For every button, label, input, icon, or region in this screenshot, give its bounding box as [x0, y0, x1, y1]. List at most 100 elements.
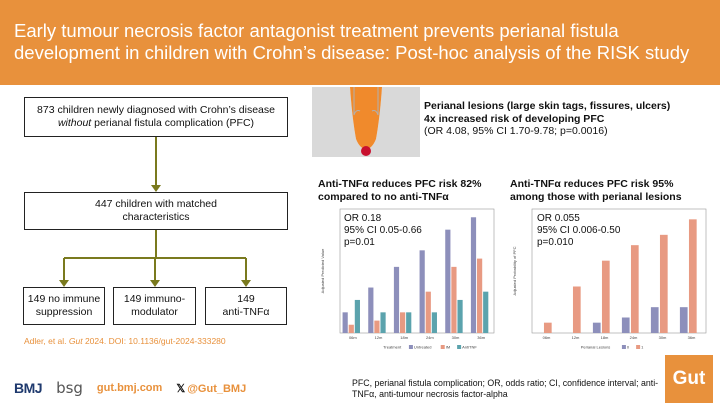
chart1-x-tick-label: 30m [452, 335, 460, 340]
without-emphasis: without [57, 117, 92, 129]
cohort-box-initial: 873 children newly diagnosed with Crohn’… [24, 97, 288, 137]
group-box-anti-tnf: 149 anti-TNFα [205, 287, 287, 325]
bmj-logo[interactable]: BMJ [14, 380, 43, 396]
arrowhead-middle [150, 280, 160, 287]
chart1-bar [374, 320, 380, 333]
chart1-bar [425, 291, 431, 333]
header-banner: Early tumour necrosis factor antagonist … [0, 0, 720, 85]
chart1-bar [406, 312, 412, 333]
chart2-bar [621, 317, 630, 333]
chart2-legend-label: 0 [627, 345, 630, 350]
page-title: Early tumour necrosis factor antagonist … [14, 20, 690, 63]
chart2-stats: OR 0.055 95% CI 0.006-0.50 p=0.010 [535, 212, 623, 250]
x-handle-text: @Gut_BMJ [187, 382, 247, 395]
chart1-bar [457, 299, 463, 333]
perianal-lesion-text: Perianal lesions (large skin tags, fissu… [424, 100, 714, 138]
chart1-title: Anti-TNFα reduces PFC risk 82% compared … [318, 178, 498, 204]
chart1-bar [368, 287, 374, 333]
lesion-text-line3: (OR 4.08, 95% CI 1.70-9.78; p=0.0016) [424, 125, 608, 137]
chart2-legend-swatch [636, 345, 641, 349]
chart1-bar [354, 299, 360, 333]
group-box-immunomodulator-line2: modulator [131, 306, 178, 318]
chart2-bar [543, 322, 552, 333]
cohort-box-initial-line2: without perianal fistula complication (P… [58, 117, 254, 130]
group-box-no-immune-line2: suppression [35, 306, 93, 318]
gut-journal-logo[interactable]: Gut [665, 355, 713, 403]
group-box-no-immune: 149 no immune suppression [23, 287, 105, 325]
lesion-dot [361, 146, 371, 156]
cohort-box-initial-line2-rest: perianal fistula complication (PFC) [91, 117, 255, 129]
chart2-x-tick-label: 18m [601, 335, 609, 340]
lesion-text-line1: Perianal lesions (large skin tags, fissu… [424, 100, 671, 112]
chart1-ci: 95% CI 0.05-0.66 [344, 225, 422, 236]
chart1-x-tick-label: 24m [426, 335, 434, 340]
chart2-bar [688, 219, 697, 333]
chart2-legend-swatch [621, 345, 626, 349]
chart1-bar [380, 312, 386, 333]
chart1-title-line1: Anti-TNFα reduces PFC risk 82% [318, 178, 482, 190]
perianal-lesion-illustration [312, 87, 420, 157]
chart1-legend-swatch [440, 345, 445, 349]
chart1-title-line2: compared to no anti-TNFα [318, 191, 449, 203]
chart1-x-tick-label: 18m [400, 335, 408, 340]
chart2-bar [630, 245, 639, 333]
chart2-bar [572, 286, 581, 333]
chart1-bar [445, 229, 451, 333]
chart1-bar [342, 312, 348, 333]
chart2-legend-label: 1 [641, 345, 644, 350]
chart2-title: Anti-TNFα reduces PFC risk 95% among tho… [510, 178, 710, 204]
chart1-legend-label: Untreated [414, 345, 432, 350]
chart2-title-line1: Anti-TNFα reduces PFC risk 95% [510, 178, 674, 190]
group-box-no-immune-line1: 149 no immune [27, 293, 101, 305]
chart2-bar [679, 307, 688, 333]
arrowhead-left [59, 280, 69, 287]
chart2-bar [650, 307, 659, 333]
citation-doi[interactable]: 2024. DOI: 10.1136/gut-2024-333280 [82, 336, 226, 346]
arrowhead-1 [151, 185, 161, 192]
chart2-x-tick-label: 12m [572, 335, 580, 340]
chart1-x-tick-label: 36m [477, 335, 485, 340]
citation-authors: Adler, et al. [24, 336, 69, 346]
cohort-box-matched-line1: 447 children with matched [95, 198, 217, 210]
chart1-bar [419, 250, 425, 333]
chart2-y-axis-label: Adjusted Probability of PFC [512, 246, 517, 295]
chart1-bar [470, 217, 477, 333]
chart1-bar [400, 312, 406, 333]
bsg-logo[interactable]: bsg [56, 379, 83, 397]
x-icon: 𝕏 [176, 382, 186, 395]
chart1-y-axis-label: Adjusted Predicted Value [320, 248, 325, 293]
cohort-box-matched-line2: characteristics [122, 211, 190, 223]
chart2-x-tick-label: 36m [688, 335, 696, 340]
citation-journal: Gut [68, 336, 83, 346]
chart2-x-tick-label: 24m [630, 335, 638, 340]
chart1-p: p=0.01 [344, 237, 375, 248]
chart1-legend-swatch [408, 345, 413, 349]
chart2-p: p=0.010 [537, 237, 574, 248]
chart1-bar [477, 258, 483, 333]
lesion-text-line2: 4x increased risk of developing PFC [424, 112, 605, 125]
chart2-title-line2: among those with perianal lesions [510, 191, 682, 203]
chart2-x-tick-label: 06m [543, 335, 551, 340]
chart2-bar [592, 322, 601, 333]
chart1-legend-swatch [457, 345, 462, 349]
chart1-x-tick-label: 12m [375, 335, 383, 340]
logo-row: BMJ bsg gut.bmj.com 𝕏 @Gut_BMJ [14, 378, 246, 398]
arrowhead-right [241, 280, 251, 287]
group-box-immunomodulator: 149 immuno- modulator [113, 287, 196, 325]
chart1-legend-title: Treatment [383, 345, 402, 350]
chart2-bar [601, 260, 610, 333]
chart1-legend-label: IM [446, 345, 450, 350]
group-box-anti-tnf-line2: anti-TNFα [222, 306, 270, 318]
gut-website-link[interactable]: gut.bmj.com [96, 382, 163, 394]
chart1-bar [348, 324, 354, 333]
chart2-legend-title: Perianal Lesions [581, 345, 611, 350]
chart1-bar [431, 312, 437, 333]
chart1-x-tick-label: 06m [349, 335, 357, 340]
chart2-x-tick-label: 30m [659, 335, 667, 340]
abbreviations-footnote: PFC, perianal fistula complication; OR, … [352, 378, 659, 399]
group-box-anti-tnf-line1: 149 [237, 293, 255, 305]
chart2-or: OR 0.055 [537, 213, 580, 224]
x-handle-link[interactable]: 𝕏 @Gut_BMJ [176, 382, 246, 395]
citation: Adler, et al. Gut 2024. DOI: 10.1136/gut… [24, 336, 226, 346]
